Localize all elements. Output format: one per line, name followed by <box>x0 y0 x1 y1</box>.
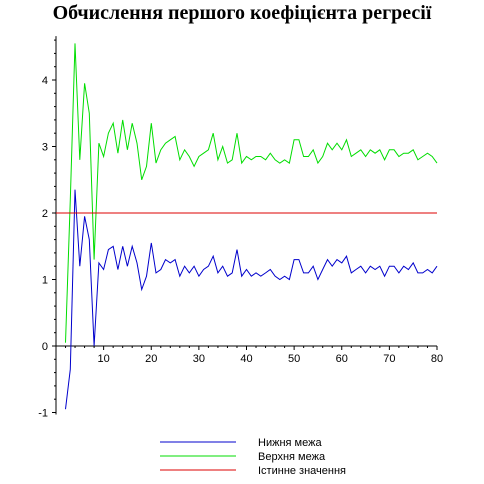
chart-title: Обчислення першого коефіцієнта регресії <box>52 2 432 24</box>
x-tick-label: 30 <box>193 353 205 365</box>
y-tick-label: 4 <box>42 75 48 87</box>
y-tick-label: 1 <box>42 275 48 287</box>
legend: Нижня межа Верхня межа Істинне значення <box>160 437 346 477</box>
y-tick-label: 2 <box>42 208 48 220</box>
legend-label-2: Істинне значення <box>258 465 346 477</box>
x-tick-label: 50 <box>288 353 300 365</box>
axes: -1 0 1 2 3 4 10 20 30 40 50 60 70 80 <box>38 36 443 420</box>
y-tick-label: 3 <box>42 142 48 154</box>
x-tick-label: 20 <box>145 353 157 365</box>
x-tick-label: 60 <box>336 353 348 365</box>
x-tick-label: 70 <box>383 353 395 365</box>
series-layer <box>56 43 438 410</box>
y-tick-label: -1 <box>38 408 48 420</box>
series-line-1 <box>65 43 438 343</box>
legend-label-1: Верхня межа <box>258 451 326 463</box>
y-tick-label: 0 <box>42 341 48 353</box>
x-tick-label: 40 <box>240 353 252 365</box>
x-tick-label: 80 <box>431 353 443 365</box>
x-tick-label: 10 <box>98 353 110 365</box>
legend-label-0: Нижня межа <box>258 437 322 449</box>
series-line-0 <box>65 189 438 410</box>
